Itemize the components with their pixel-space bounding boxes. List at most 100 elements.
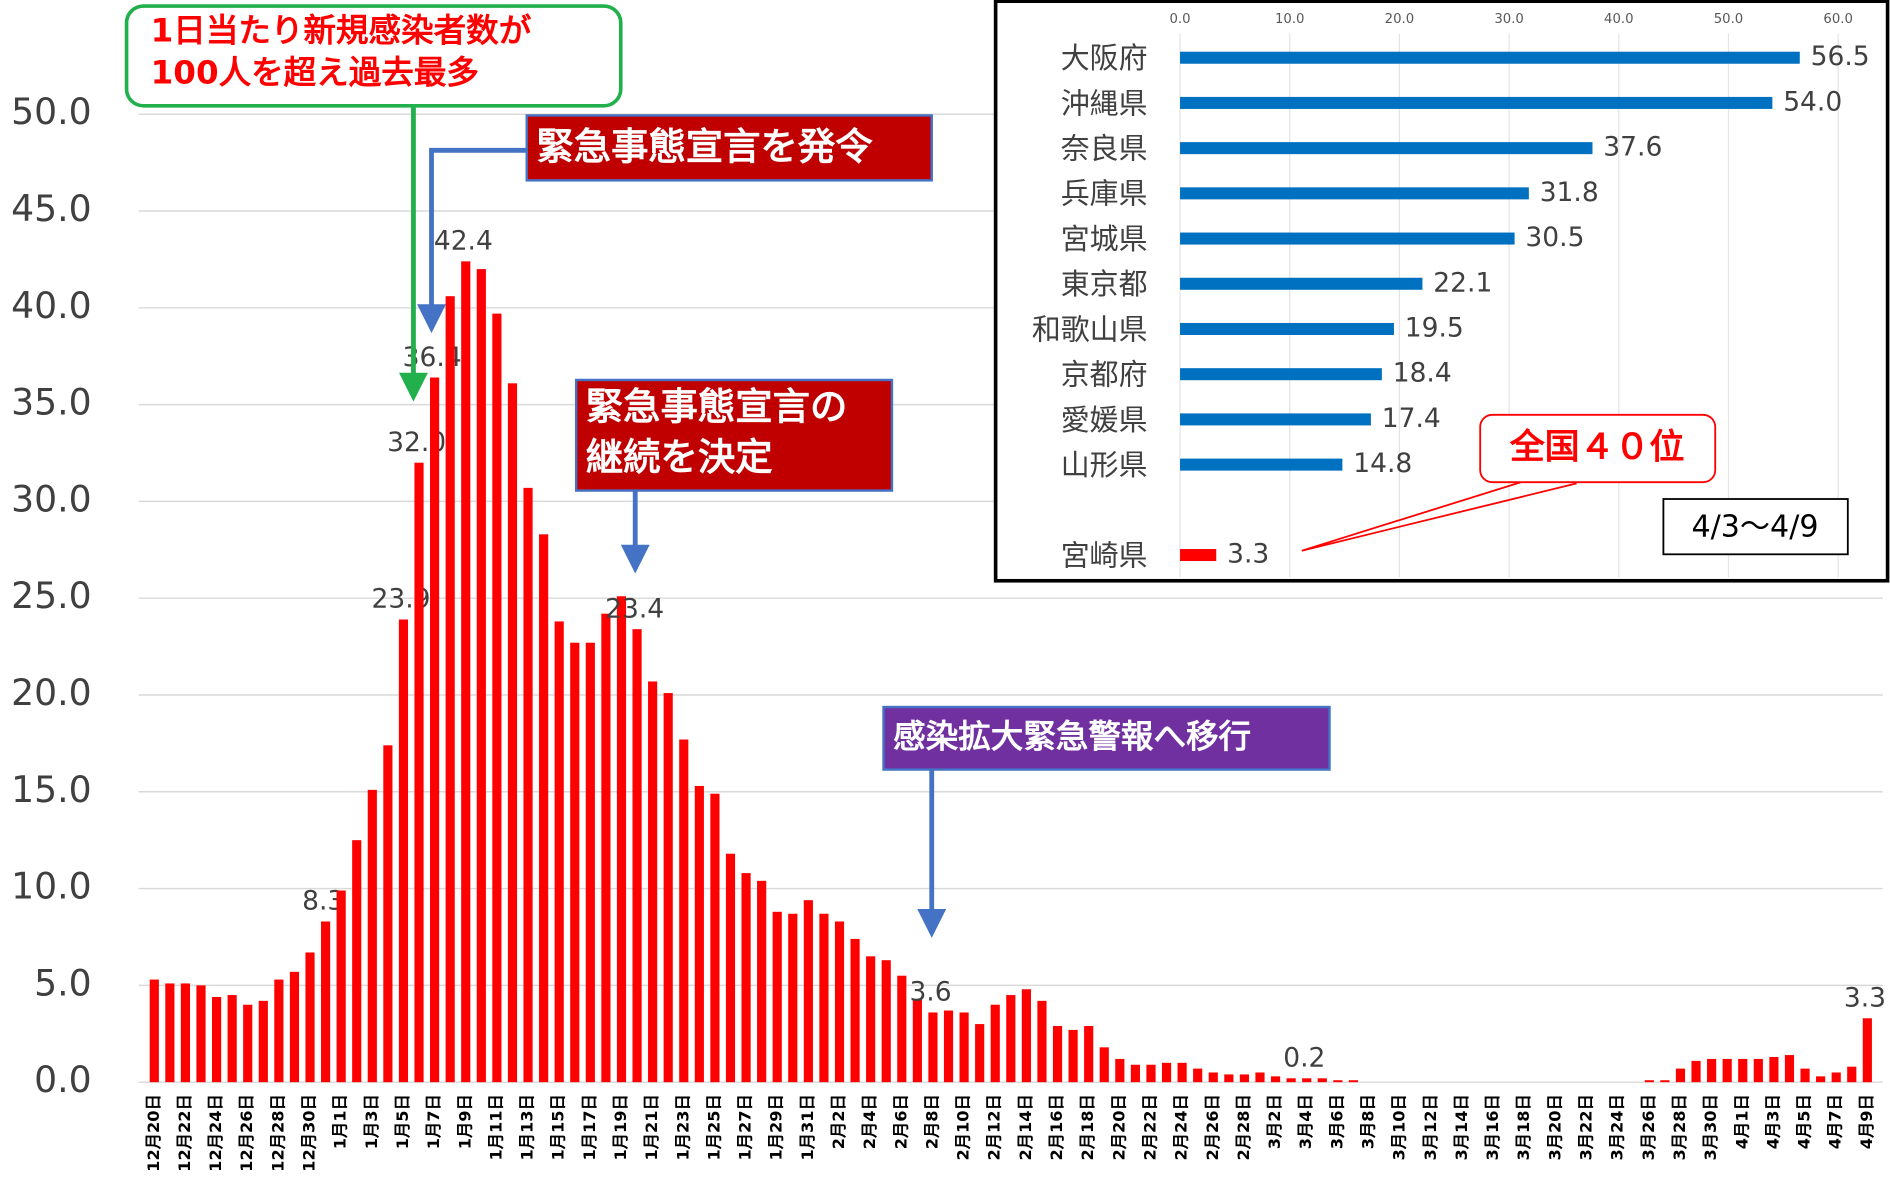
bar xyxy=(679,739,689,1083)
bar xyxy=(1255,1072,1265,1083)
x-tick-label: 4月5日 xyxy=(1795,1094,1814,1149)
category-label: 宮城県 xyxy=(1061,222,1148,256)
x-tick-label: 2月12日 xyxy=(985,1094,1004,1160)
x-tick-label: 1月23日 xyxy=(673,1094,692,1160)
bar xyxy=(1707,1058,1717,1083)
value-label: 3.3 xyxy=(1227,539,1269,570)
bar xyxy=(1660,1080,1670,1083)
x-tick-label: 30.0 xyxy=(1494,12,1524,27)
value-label: 31.8 xyxy=(1540,177,1599,208)
bar xyxy=(943,1010,954,1083)
bar xyxy=(1180,277,1423,290)
category-label: 愛媛県 xyxy=(1061,403,1148,437)
bar xyxy=(710,793,720,1083)
value-label: 56.5 xyxy=(1811,41,1870,72)
y-tick-label: 0.0 xyxy=(34,1058,92,1101)
y-tick-label: 50.0 xyxy=(11,90,92,133)
bar xyxy=(258,1000,268,1083)
y-tick-label: 45.0 xyxy=(11,187,92,230)
x-tick-label: 3月4日 xyxy=(1296,1094,1315,1149)
x-tick-label: 3月14日 xyxy=(1452,1094,1471,1160)
bar xyxy=(1769,1056,1779,1083)
x-tick-label: 1月15日 xyxy=(549,1094,568,1160)
x-tick-label: 1月5日 xyxy=(393,1094,412,1149)
x-tick-label: 1月19日 xyxy=(611,1094,630,1160)
x-tick-label: 1月3日 xyxy=(362,1094,381,1149)
y-tick-label: 40.0 xyxy=(11,284,92,327)
bar xyxy=(367,789,377,1083)
callout-box xyxy=(1479,413,1717,484)
value-label: 14.8 xyxy=(1353,448,1412,479)
bar xyxy=(180,983,191,1083)
bar xyxy=(492,313,502,1083)
x-tick-label: 2月20日 xyxy=(1109,1094,1128,1160)
y-tick-label: 10.0 xyxy=(11,865,92,908)
bar xyxy=(196,985,206,1083)
y-tick-label: 20.0 xyxy=(11,671,92,714)
value-label: 19.5 xyxy=(1405,312,1464,343)
bar xyxy=(990,1004,1000,1083)
x-tick-label: 3月10日 xyxy=(1390,1094,1409,1160)
bar xyxy=(461,261,471,1083)
bar xyxy=(1224,1074,1234,1083)
value-label: 18.4 xyxy=(1393,358,1452,389)
bar xyxy=(1180,458,1343,471)
bar xyxy=(1006,995,1016,1083)
x-tick-label: 12月30日 xyxy=(300,1094,319,1172)
bar xyxy=(1847,1066,1857,1083)
bar xyxy=(897,975,907,1083)
x-tick-label: 2月26日 xyxy=(1203,1094,1222,1160)
bar xyxy=(1115,1058,1125,1083)
bar xyxy=(1021,989,1031,1083)
bar xyxy=(305,952,315,1083)
y-tick-label: 35.0 xyxy=(11,381,92,424)
x-tick-label: 3月24日 xyxy=(1608,1094,1627,1160)
x-tick-label: 2月8日 xyxy=(922,1094,941,1149)
category-label: 東京都 xyxy=(1061,267,1148,301)
callout-text: 緊急事態宣言の xyxy=(586,384,848,428)
bar xyxy=(1675,1068,1686,1083)
x-tick-label: 1月31日 xyxy=(798,1094,817,1160)
bar xyxy=(523,487,533,1083)
bar xyxy=(819,913,829,1083)
bar xyxy=(1146,1064,1156,1083)
bar xyxy=(866,956,876,1083)
bar xyxy=(663,693,673,1083)
x-tick-label: 4月9日 xyxy=(1857,1094,1876,1149)
value-label: 30.5 xyxy=(1525,222,1584,253)
bar xyxy=(850,938,860,1083)
x-tick-label: 3月22日 xyxy=(1577,1094,1596,1160)
x-tick-label: 1月29日 xyxy=(767,1094,786,1160)
x-tick-label: 2月4日 xyxy=(860,1094,879,1149)
y-tick-label: 30.0 xyxy=(11,477,92,520)
x-tick-label: 4月1日 xyxy=(1732,1094,1751,1149)
bar xyxy=(632,629,642,1083)
bar xyxy=(1180,368,1382,381)
value-label: 42.4 xyxy=(434,226,493,257)
bar xyxy=(507,383,518,1083)
x-tick-label: 1月9日 xyxy=(455,1094,474,1149)
x-tick-label: 1月21日 xyxy=(642,1094,661,1160)
callout-text: 緊急事態宣言を発令 xyxy=(536,125,873,169)
bar xyxy=(321,921,331,1083)
bar xyxy=(1208,1072,1218,1083)
x-tick-label: 2月22日 xyxy=(1140,1094,1159,1160)
y-tick-label: 5.0 xyxy=(34,961,92,1004)
x-tick-label: 12月22日 xyxy=(175,1094,194,1172)
bar xyxy=(1239,1074,1249,1083)
x-tick-label: 60.0 xyxy=(1823,12,1853,27)
bar xyxy=(227,995,237,1083)
bar xyxy=(352,840,362,1083)
bar xyxy=(648,681,658,1083)
bar xyxy=(1784,1055,1795,1083)
x-tick-label: 3月18日 xyxy=(1514,1094,1533,1160)
callout-text: 全国４０位 xyxy=(1509,427,1685,468)
value-label: 17.4 xyxy=(1382,403,1441,434)
bar xyxy=(1161,1062,1172,1083)
bar xyxy=(912,998,922,1083)
category-label: 京都府 xyxy=(1061,358,1148,392)
bar xyxy=(414,462,424,1083)
bar xyxy=(1800,1068,1810,1083)
bar xyxy=(289,971,300,1083)
